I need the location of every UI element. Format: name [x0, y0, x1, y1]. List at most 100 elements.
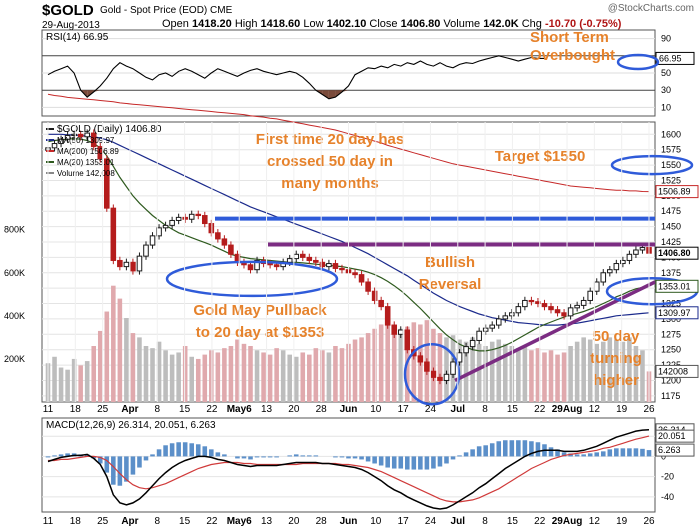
- candle-body: [221, 238, 228, 246]
- price-legend-entry: MA(200) 1506.89: [57, 147, 119, 156]
- candle-body: [169, 219, 175, 226]
- macd-histogram-bar: [509, 440, 515, 457]
- price-tick-label: 1550: [661, 160, 681, 170]
- price-x-tick-label: 20: [288, 404, 300, 415]
- macd-histogram-bar: [104, 456, 110, 473]
- volume-bar: [156, 341, 162, 402]
- macd-histogram-bar: [241, 456, 247, 459]
- candle-body: [228, 244, 234, 255]
- candle-body: [463, 346, 469, 354]
- macd-histogram-bar: [431, 456, 436, 469]
- macd-x-tick-label: Jun: [340, 516, 358, 527]
- macd-histogram-bar: [111, 456, 116, 485]
- candle-body: [397, 329, 404, 335]
- volume-bar: [594, 343, 600, 402]
- volume-bar: [372, 328, 377, 402]
- price-x-tick-label: 25: [97, 404, 109, 415]
- candle-body: [495, 318, 502, 326]
- macd-histogram-bar: [150, 454, 155, 457]
- candle-body: [587, 290, 593, 301]
- candle-body: [51, 143, 58, 149]
- macd-histogram-bar: [339, 456, 345, 458]
- candle-body: [77, 133, 84, 138]
- volume-bar: [124, 318, 129, 402]
- macd-histogram-bar: [470, 449, 475, 457]
- volume-bar: [195, 358, 201, 402]
- volume-last-label: 142008: [658, 366, 688, 376]
- candle-body: [117, 259, 123, 268]
- candle-body: [319, 261, 326, 268]
- volume-bar: [502, 343, 508, 402]
- candle-body: [84, 132, 90, 138]
- macd-histogram-bar: [117, 456, 123, 486]
- price-x-tick-label: 18: [70, 404, 82, 415]
- volume-bar: [607, 337, 613, 402]
- candle-body: [580, 299, 587, 306]
- volume-bar: [111, 285, 116, 402]
- volume-bar: [97, 330, 103, 402]
- macd-x-tick-label: 8: [154, 516, 160, 527]
- volume-bar: [176, 352, 181, 402]
- close-last-label: 1406.80: [658, 248, 691, 258]
- macd-histogram-bar: [437, 456, 443, 467]
- macd-histogram-bar: [574, 454, 580, 457]
- volume-bar: [254, 350, 260, 402]
- candle-body: [273, 264, 280, 268]
- volume-bar: [189, 356, 195, 402]
- candle-body: [561, 312, 567, 317]
- macd-histogram-bar: [222, 454, 227, 457]
- candle-body: [404, 329, 411, 351]
- candle-body: [352, 272, 358, 276]
- price-annotation: Gold May Pullback: [193, 302, 327, 319]
- price-annotation: Reversal: [419, 276, 482, 293]
- macd-x-tick-label: 17: [398, 516, 410, 527]
- rsi-tick-label: 50: [661, 68, 671, 78]
- hist-last-label-box: [655, 443, 695, 457]
- candle-body: [450, 361, 456, 375]
- volume-bar: [320, 350, 325, 402]
- volume-bar: [627, 337, 632, 402]
- volume-bar: [65, 369, 70, 402]
- macd-x-tick-label: 13: [261, 516, 273, 527]
- candle-body: [620, 259, 626, 265]
- volume-bar: [130, 333, 136, 402]
- candle-body: [306, 256, 313, 261]
- macd-histogram-bar: [169, 443, 175, 457]
- rsi-last-value: 66.95: [659, 53, 682, 63]
- candle-body: [548, 306, 554, 311]
- volume-bar: [489, 341, 495, 402]
- price-annotation: 50 day: [593, 328, 640, 345]
- rsi-tick-label: 90: [661, 34, 671, 44]
- volume-bar: [548, 350, 554, 402]
- candle-body: [123, 261, 130, 268]
- ma20-last-label-box: [655, 279, 699, 293]
- macd-histogram-bar: [352, 456, 358, 459]
- candle-body: [64, 135, 71, 140]
- candle-body: [639, 247, 646, 251]
- macd-x-tick-label: 24: [425, 516, 437, 527]
- candle-body: [293, 253, 300, 260]
- volume-bar: [516, 348, 521, 402]
- price-tick-label: 1575: [661, 145, 681, 155]
- candle-body: [182, 216, 188, 220]
- close-last-label-box: [655, 246, 699, 260]
- candle-body: [299, 253, 306, 258]
- macd-histogram-bar: [52, 455, 57, 457]
- candle-body: [456, 352, 463, 363]
- macd-histogram-bar: [581, 454, 586, 457]
- price-x-tick-label: 19: [616, 404, 628, 415]
- volume-bar: [209, 350, 214, 402]
- candle-body: [469, 339, 476, 348]
- candle-body: [443, 373, 450, 381]
- price-x-tick-label: 15: [507, 404, 519, 415]
- macd-histogram-bar: [640, 448, 645, 457]
- price-x-tick-label: 8: [482, 404, 488, 415]
- macd-histogram-bar: [463, 452, 469, 457]
- symbol-title: $GOLD: [42, 2, 94, 19]
- macd-histogram-bar: [182, 442, 188, 457]
- volume-bar: [529, 350, 534, 402]
- price-x-tick-label: 12: [589, 404, 601, 415]
- volume-bar: [555, 354, 560, 402]
- macd-histogram-bar: [450, 456, 456, 460]
- price-annotation: to 20 day at $1353: [196, 324, 324, 341]
